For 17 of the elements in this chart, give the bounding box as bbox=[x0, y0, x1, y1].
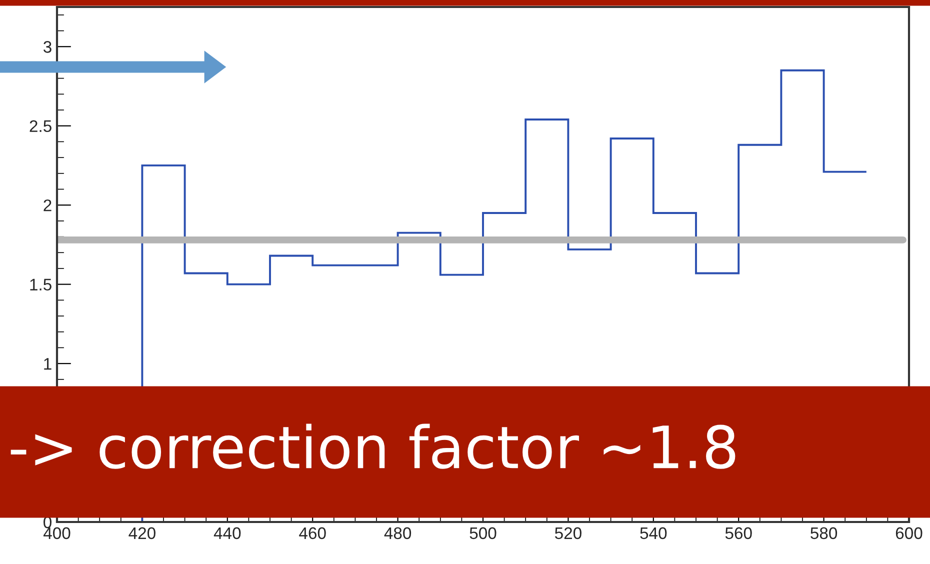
x-tick-label: 420 bbox=[128, 527, 156, 540]
x-tick-label: 560 bbox=[725, 527, 752, 540]
y-tick-label: 2.5 bbox=[30, 120, 52, 132]
x-tick-label: 440 bbox=[214, 527, 241, 540]
x-tick-label: 600 bbox=[896, 527, 922, 540]
y-tick-label: 1 bbox=[44, 358, 52, 370]
x-tick-label: 520 bbox=[554, 527, 582, 540]
y-tick-label: 3 bbox=[44, 41, 52, 53]
y-tick-label: 2 bbox=[44, 199, 52, 212]
x-tick-label: 400 bbox=[43, 527, 70, 540]
x-tick-label: 460 bbox=[299, 527, 326, 540]
x-tick-label: 500 bbox=[470, 527, 496, 540]
x-tick-label: 480 bbox=[384, 527, 412, 540]
x-tick-label: 580 bbox=[810, 527, 838, 540]
y-tick-label: 1.5 bbox=[30, 278, 52, 291]
annotation: -> correction factor ~1.8 bbox=[10, 424, 736, 469]
x-tick-label: 540 bbox=[640, 527, 667, 540]
